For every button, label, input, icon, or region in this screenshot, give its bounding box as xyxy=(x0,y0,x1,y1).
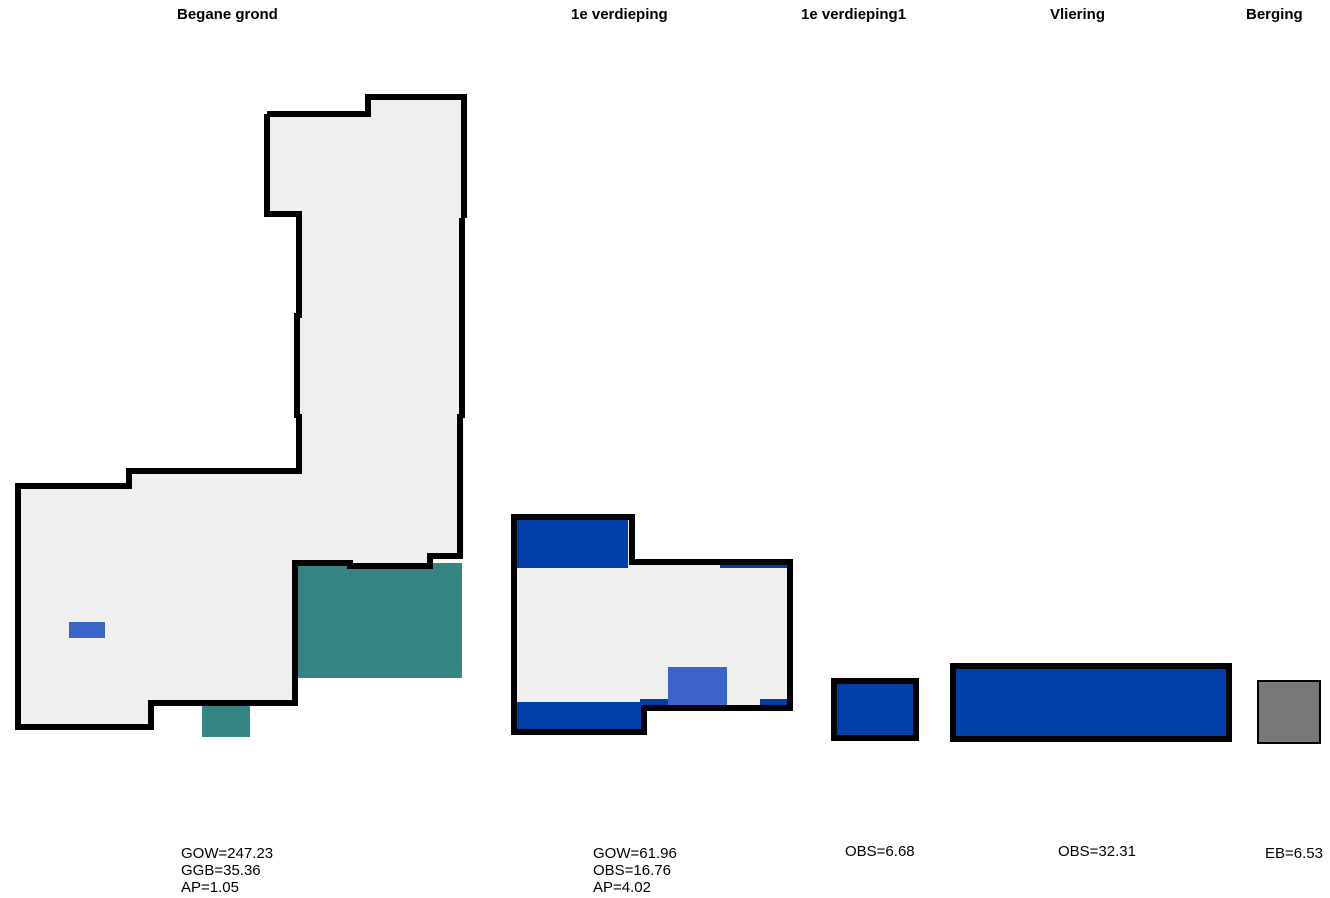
stat-line: OBS=16.76 xyxy=(593,862,671,879)
1e-verdieping-outline xyxy=(511,514,793,735)
begane-grond-floor-area xyxy=(18,97,464,727)
1e-verdieping-obs-area-strip xyxy=(640,699,670,708)
floor-title-1e-verdieping1: 1e verdieping1 xyxy=(801,6,907,23)
floorplan-vliering xyxy=(950,663,1232,742)
stat-line: GOW=247.23 xyxy=(181,845,274,862)
begane-grond-ggb-area xyxy=(294,563,462,678)
1e-verdieping-ap-area xyxy=(668,667,727,705)
1e-verdieping1-obs-area xyxy=(831,678,919,741)
berging-eb-area xyxy=(1257,680,1321,744)
floor-title-berging: Berging xyxy=(1246,6,1303,23)
1e-verdieping-obs-area-north xyxy=(514,517,628,568)
stats-1e-verdieping1: OBS=6.68 xyxy=(845,843,915,860)
1e-verdieping-obs-area-south xyxy=(514,702,642,732)
stats-vliering: OBS=32.31 xyxy=(1058,843,1136,860)
floor-title-begane-grond: Begane grond xyxy=(177,6,278,23)
stat-line: GOW=61.96 xyxy=(593,845,677,862)
begane-grond-outline xyxy=(267,94,467,218)
floorplan-1e-verdieping xyxy=(511,514,793,735)
stats-begane-grond: GOW=247.23 GGB=35.36 AP=1.05 xyxy=(181,845,273,896)
vliering-obs-area xyxy=(950,663,1232,742)
stat-line: OBS=32.31 xyxy=(1058,843,1136,860)
floorplan-begane-grond xyxy=(15,94,467,737)
begane-grond-outline-northwest xyxy=(264,114,302,318)
stat-line: AP=4.02 xyxy=(593,879,651,896)
begane-grond-ggb-area-small xyxy=(202,705,250,737)
stat-line: GGB=35.36 xyxy=(181,862,261,879)
1e-verdieping-obs-area-corner xyxy=(760,699,790,708)
stats-berging: EB=6.53 xyxy=(1265,845,1323,862)
stat-line: OBS=6.68 xyxy=(845,843,915,860)
begane-grond-outline-southeast xyxy=(15,414,463,730)
begane-grond-ap-area xyxy=(69,622,105,638)
floor-title-vliering: Vliering xyxy=(1050,6,1106,23)
stat-line: EB=6.53 xyxy=(1265,845,1323,862)
floorplan-berging xyxy=(1257,680,1321,744)
1e-verdieping-obs-area-top xyxy=(720,563,788,568)
stats-1e-verdieping: GOW=61.96 OBS=16.76 AP=4.02 xyxy=(593,845,677,896)
floor-title-1e-verdieping: 1e verdieping xyxy=(571,6,668,23)
stat-line: AP=1.05 xyxy=(181,879,239,896)
floorplan-1e-verdieping1 xyxy=(831,678,919,741)
